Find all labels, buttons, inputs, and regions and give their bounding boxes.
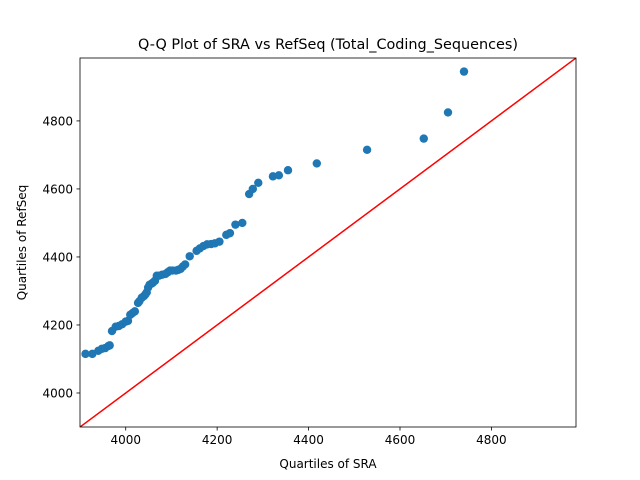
data-point — [215, 237, 224, 246]
y-tick-label: 4400 — [42, 250, 73, 264]
data-point — [283, 166, 293, 175]
plot-area — [79, 57, 577, 428]
data-point — [231, 220, 240, 229]
data-point — [180, 260, 190, 269]
data-point — [130, 307, 140, 316]
x-tick-label: 4200 — [202, 433, 233, 447]
y-axis-label: Quartiles of RefSeq — [15, 185, 29, 301]
x-tick-label: 4800 — [476, 433, 507, 447]
data-point — [81, 349, 90, 359]
x-axis-label: Quartiles of SRA — [279, 457, 377, 471]
data-point — [459, 67, 469, 76]
data-point — [362, 145, 372, 155]
data-point — [254, 178, 263, 188]
data-point — [238, 218, 247, 228]
data-point — [419, 134, 428, 143]
y-axis-ticks: 4000 4200 4400 4600 4800 — [42, 114, 80, 400]
data-point — [185, 252, 194, 261]
x-axis-ticks: 4000 4200 4400 4600 4800 — [110, 427, 507, 447]
data-layer — [80, 58, 576, 427]
data-point — [225, 228, 235, 238]
plot-frame — [79, 57, 577, 428]
data-point — [312, 159, 321, 168]
chart-title: Q-Q Plot of SRA vs RefSeq (Total_Coding_… — [138, 37, 518, 53]
y-tick-label: 4600 — [42, 182, 73, 196]
x-tick-label: 4600 — [385, 433, 416, 447]
data-point — [443, 108, 453, 117]
data-point — [248, 184, 257, 194]
data-point — [274, 171, 284, 180]
y-tick-label: 4800 — [42, 114, 73, 128]
series-0 — [81, 67, 469, 359]
y-tick-label: 4200 — [42, 318, 73, 332]
x-tick-label: 4000 — [110, 433, 141, 447]
x-tick-label: 4400 — [293, 433, 324, 447]
data-point — [105, 341, 114, 350]
y-tick-label: 4000 — [42, 386, 73, 400]
reference-line — [80, 58, 576, 427]
